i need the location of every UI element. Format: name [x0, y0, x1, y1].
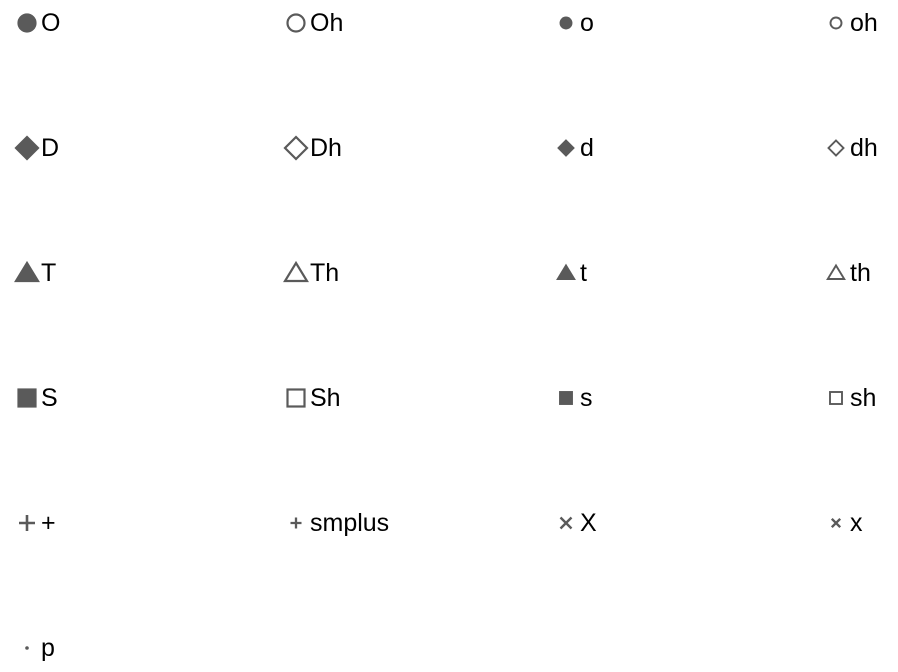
marker-label: smplus	[310, 509, 390, 537]
marker-cell-1-3: dh	[823, 128, 878, 168]
marker-label: oh	[850, 9, 878, 37]
square-marker-icon	[829, 391, 843, 405]
triangle-marker-icon	[14, 260, 40, 283]
marker-cell-0-1: Oh	[283, 3, 343, 43]
marker-label: x	[850, 509, 863, 537]
marker-label: th	[850, 259, 871, 287]
marker-cell-3-0: S	[14, 378, 58, 418]
marker-cell-0-3: oh	[823, 3, 878, 43]
triangle-marker-icon	[283, 260, 309, 283]
diamond-marker-icon	[14, 135, 40, 161]
marker-cell-0-0: O	[14, 3, 60, 43]
diamond-marker-icon	[827, 139, 845, 157]
marker-cell-4-2: X	[553, 503, 597, 543]
diamond-marker-icon	[283, 135, 309, 161]
square-marker-icon	[286, 388, 306, 408]
marker-cell-1-2: d	[553, 128, 594, 168]
marker-label: t	[580, 259, 587, 287]
marker-cell-2-1: Th	[283, 253, 339, 293]
marker-label: T	[41, 259, 57, 287]
marker-cell-3-3: sh	[823, 378, 876, 418]
marker-label: S	[41, 384, 58, 412]
marker-cell-4-0: +	[14, 503, 56, 543]
square-marker-icon	[17, 388, 37, 408]
marker-label: +	[41, 509, 56, 537]
plus-marker-icon	[19, 515, 35, 531]
marker-label: d	[580, 134, 594, 162]
marker-label: sh	[850, 384, 877, 412]
marker-cell-3-2: s	[553, 378, 593, 418]
circle-marker-icon	[559, 16, 573, 30]
marker-cell-4-3: x	[823, 503, 863, 543]
triangle-marker-icon	[826, 263, 846, 280]
marker-label: Dh	[310, 134, 342, 162]
marker-cell-0-2: o	[553, 3, 594, 43]
triangle-marker-icon	[556, 263, 576, 280]
square-marker-icon	[559, 391, 573, 405]
circle-marker-icon	[17, 13, 37, 33]
circle-marker-icon	[829, 16, 843, 30]
marker-cell-1-0: D	[14, 128, 59, 168]
circle-marker-icon	[286, 13, 306, 33]
marker-label: Sh	[310, 384, 341, 412]
x-marker-icon	[830, 517, 842, 529]
plus-marker-icon	[290, 517, 302, 529]
marker-cell-2-2: t	[553, 253, 587, 293]
marker-cell-4-1: smplus	[283, 503, 389, 543]
marker-label: o	[580, 9, 594, 37]
marker-label: O	[41, 9, 61, 37]
marker-cell-1-1: Dh	[283, 128, 342, 168]
diamond-marker-icon	[557, 139, 575, 157]
marker-label: Th	[310, 259, 340, 287]
marker-label: dh	[850, 134, 878, 162]
marker-cell-5-0: p	[14, 628, 55, 668]
marker-label: X	[580, 509, 597, 537]
marker-label: p	[41, 634, 55, 662]
point-marker-icon	[25, 646, 29, 650]
marker-cell-3-1: Sh	[283, 378, 341, 418]
marker-label: D	[41, 134, 60, 162]
x-marker-icon	[559, 516, 573, 530]
marker-cell-2-0: T	[14, 253, 56, 293]
marker-label: s	[580, 384, 593, 412]
marker-cell-2-3: th	[823, 253, 871, 293]
marker-label: Oh	[310, 9, 344, 37]
